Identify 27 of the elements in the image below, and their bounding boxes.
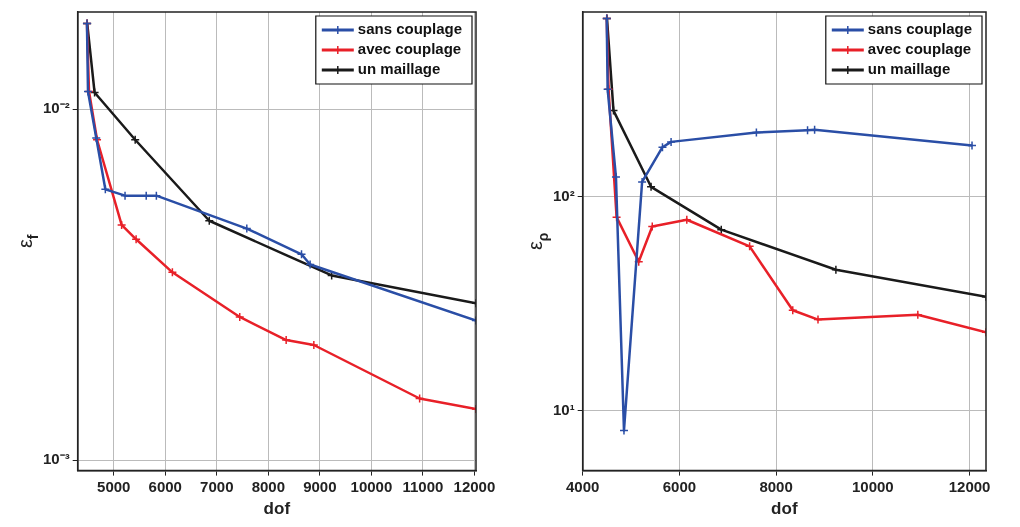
legend-label: un maillage bbox=[867, 60, 951, 78]
y-tick-label: 10⁻³ bbox=[42, 450, 70, 468]
x-axis-title: dof bbox=[263, 499, 291, 519]
legend-label: avec couplage bbox=[357, 40, 462, 58]
x-tick-label: 12000 bbox=[453, 477, 496, 495]
legend-label: sans couplage bbox=[867, 20, 972, 38]
y-tick-label: 10² bbox=[552, 186, 575, 204]
x-tick-label: 11000 bbox=[402, 477, 444, 495]
x-tick-label: 8000 bbox=[251, 477, 286, 495]
x-tick-label: 6000 bbox=[148, 477, 182, 495]
y-tick-label: 10⁻² bbox=[42, 99, 70, 117]
x-tick-label: 10000 bbox=[350, 477, 393, 495]
x-tick-label: 9000 bbox=[303, 477, 337, 495]
x-tick-label: 5000 bbox=[97, 477, 131, 495]
legend-label: un maillage bbox=[357, 60, 441, 78]
x-tick-label: 8000 bbox=[759, 477, 793, 495]
y-tick-label: 10¹ bbox=[552, 400, 575, 418]
x-tick-label: 6000 bbox=[662, 477, 697, 495]
legend-label: sans couplage bbox=[357, 20, 462, 38]
legend-label: avec couplage bbox=[867, 40, 972, 58]
x-tick-label: 12000 bbox=[948, 477, 991, 495]
y-axis-title: εf bbox=[14, 234, 41, 249]
x-axis-title: dof bbox=[771, 499, 798, 519]
y-axis-title: ερ bbox=[524, 232, 551, 251]
x-tick-label: 7000 bbox=[200, 477, 234, 495]
x-tick-label: 10000 bbox=[851, 477, 894, 495]
x-tick-label: 4000 bbox=[565, 477, 600, 495]
